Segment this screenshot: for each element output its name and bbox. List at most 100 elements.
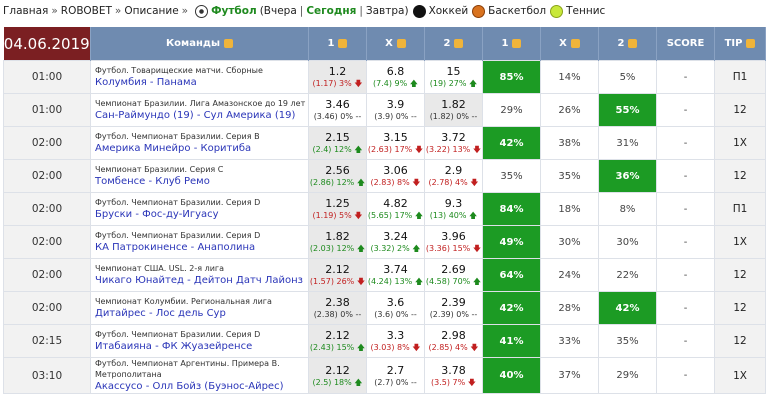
tip-cell: 12 (714, 159, 766, 193)
arrow-up-icon: 🡅 (354, 377, 363, 387)
sort-icon (512, 38, 522, 48)
predictions-table: 04.06.2019 Команды 1 X 2 1 X 2 SCORE TIP… (3, 27, 766, 394)
match-time: 02:00 (3, 192, 91, 226)
day-tomorrow-link[interactable]: Завтра (365, 5, 405, 17)
breadcrumb-robobet[interactable]: ROBOBET (60, 5, 112, 17)
odds-value: 3.6 (386, 296, 405, 309)
odds-value: 4.82 (383, 197, 408, 210)
odds-change: (1.17) 3% 🡇 (309, 78, 366, 89)
match-teams-link[interactable]: Бруски - Фос-ду-Игуасу (95, 209, 219, 220)
arrow-down-icon: 🡇 (470, 178, 479, 187)
odds-change: (2.39) 0% -- (425, 309, 482, 320)
arrow-down-icon: 🡇 (412, 343, 421, 352)
odds-opening-change: (2.7) 0% -- (374, 377, 417, 387)
match-teams-link[interactable]: Америка Минейро - Коритиба (95, 143, 252, 154)
sort-icon (454, 38, 464, 48)
match-teams-link[interactable]: Колумбия - Панама (95, 77, 197, 88)
table-row: 02:00 Чемпионат Бразилии. Серия C Томбенсе… (3, 159, 766, 193)
odds-value: 6.8 (386, 65, 405, 78)
match-teams-link[interactable]: Акассусо - Олл Бойз (Буэнос-Айрес) (95, 381, 284, 392)
odds-x-column-header[interactable]: X (366, 27, 425, 61)
match-teams-link[interactable]: КА Патрокиненсе - Анаполина (95, 242, 256, 253)
probability-cell-px: 26% (540, 93, 599, 127)
breadcrumb-football[interactable]: Футбол (211, 5, 257, 17)
odds-cell-ox: 3.06 (2.83) 8% 🡇 (366, 159, 425, 193)
arrow-down-icon: 🡇 (414, 145, 424, 154)
odds-value: 3.74 (383, 263, 408, 276)
odds-2-column-header[interactable]: 2 (424, 27, 483, 61)
odds-opening-change: (2.43) 15% (309, 343, 355, 352)
match-teams-link[interactable]: Сан-Раймундо (19) - Сул Америка (19) (95, 110, 296, 121)
tip-cell: 12 (714, 324, 766, 358)
prob-2-column-header[interactable]: 2 (598, 27, 657, 61)
odds-opening-change: (2.03) 12% (309, 244, 355, 253)
odds-value: 2.12 (325, 363, 350, 377)
table-row: 02:00 Футбол. Чемпионат Бразилии. Серия D… (3, 192, 766, 226)
odds-cell-ox: 3.24 (3.32) 2% 🡅 (366, 225, 425, 259)
odds-cell-o2: 3.78 (3.5) 7% 🡇 (424, 357, 483, 394)
prob-1-column-header[interactable]: 1 (482, 27, 541, 61)
odds-value: 3.06 (383, 164, 408, 177)
score-cell: - (656, 126, 715, 160)
prob-x-column-header[interactable]: X (540, 27, 599, 61)
sport-tennis-link[interactable]: Теннис (566, 5, 606, 17)
teams-column-header[interactable]: Команды (90, 27, 309, 61)
match-teams-link[interactable]: Дитайрес - Лос дель Сур (95, 308, 226, 319)
tip-column-header[interactable]: TIP (714, 27, 766, 61)
tip-cell: 12 (714, 93, 766, 127)
table-row: 03:10 Футбол. Чемпионат Аргентины. Пример… (3, 357, 766, 394)
arrow-up-icon: 🡅 (472, 277, 482, 286)
match-teams-link[interactable]: Итабаияна - ФК Жуазейренсе (95, 341, 253, 352)
breadcrumb-separator: » (51, 5, 58, 17)
arrow-down-icon: 🡇 (472, 244, 482, 253)
league-name: Футбол. Чемпионат Бразилии. Серия D (95, 231, 261, 240)
table-row: 01:00 Футбол. Товарищеские матчи. Сборные… (3, 60, 766, 94)
probability-cell-px: 35% (540, 159, 599, 193)
day-yesterday-link[interactable]: Вчера (263, 5, 297, 17)
odds-change: (3.9) 0% -- (367, 111, 424, 122)
paren-open: ( (259, 5, 264, 17)
probability-cell-p1: 40% (482, 357, 541, 394)
table-row: 02:15 Футбол. Чемпионат Бразилии. Серия D… (3, 324, 766, 358)
tennis-ball-icon (550, 4, 564, 18)
breadcrumb-description[interactable]: Описание (124, 5, 179, 17)
odds-opening-change: (2.78) 4% (428, 178, 468, 187)
match-teams-link[interactable]: Чикаго Юнайтед - Дейтон Датч Лайонз (95, 275, 303, 286)
arrow-up-icon: 🡅 (414, 211, 424, 220)
day-separator: | (359, 5, 363, 17)
football-icon (195, 4, 209, 18)
league-name: Чемпионат США. USL. 2-я лига (95, 264, 225, 273)
day-today-link[interactable]: Сегодня (306, 5, 357, 17)
table-row: 02:00 Чемпионат США. USL. 2-я лига Чикаго … (3, 258, 766, 292)
odds-cell-o1: 2.12 (2.43) 15% 🡅 (308, 324, 367, 358)
probability-cell-p2: 29% (598, 357, 657, 394)
match-time: 03:10 (3, 357, 91, 394)
probability-cell-p2: 30% (598, 225, 657, 259)
match-teams-link[interactable]: Томбенсе - Клуб Ремо (95, 176, 210, 187)
day-separator: | (299, 5, 304, 17)
sport-hockey-link[interactable]: Хоккей (428, 5, 469, 17)
odds-change: (1.19) 5% 🡇 (309, 210, 366, 221)
sort-icon (570, 38, 580, 48)
odds-value: 3.72 (441, 131, 466, 144)
probability-cell-p1: 35% (482, 159, 541, 193)
odds-change: (3.6) 0% -- (367, 309, 424, 320)
probability-cell-p2: 55% (598, 93, 657, 127)
sport-basketball-link[interactable]: Баскетбол (488, 5, 547, 17)
odds-change: (1.82) 0% -- (425, 111, 482, 122)
odds-1-column-header[interactable]: 1 (308, 27, 367, 61)
odds-opening-change: (4.24) 13% (367, 277, 413, 286)
odds-cell-ox: 3.9 (3.9) 0% -- (366, 93, 425, 127)
breadcrumb-home[interactable]: Главная (3, 5, 49, 17)
arrow-down-icon: 🡇 (354, 79, 363, 88)
odds-opening-change: (1.82) 0% -- (429, 112, 478, 121)
match-cell: Футбол. Чемпионат Бразилии. Серия B Амери… (90, 126, 309, 160)
tip-cell: 12 (714, 291, 766, 325)
odds-opening-change: (3.36) 15% (425, 244, 471, 253)
probability-cell-p1: 29% (482, 93, 541, 127)
match-time: 02:00 (3, 258, 91, 292)
tip-cell: 1X (714, 126, 766, 160)
league-name: Футбол. Чемпионат Бразилии. Серия D (95, 198, 261, 207)
odds-change: (13) 40% 🡅 (425, 210, 482, 221)
probability-cell-p2: 42% (598, 291, 657, 325)
